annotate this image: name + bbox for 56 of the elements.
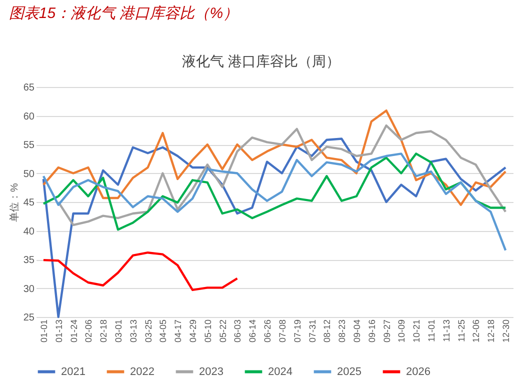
x-tick-label: 12-18 <box>486 320 496 343</box>
x-tick-label: 06-03 <box>232 320 243 343</box>
line-series <box>42 252 238 292</box>
y-tick-label: 40 <box>23 226 35 238</box>
y-tick-label: 60 <box>23 111 35 122</box>
x-tick-label: 12-30 <box>501 320 512 343</box>
x-tick-label: 01-13 <box>54 320 64 343</box>
y-tick-label: 45 <box>23 198 35 208</box>
x-tick-label: 12-06 <box>471 320 482 343</box>
x-tick-label: 03-01 <box>113 320 124 343</box>
x-tick-label: 09-27 <box>382 320 392 343</box>
x-tick-label: 01-24 <box>68 320 79 343</box>
x-tick-label: 01-01 <box>38 320 49 343</box>
x-tick-label: 11-01 <box>426 320 437 342</box>
x-tick-label: 04-17 <box>173 320 184 343</box>
x-tick-label: 03-13 <box>128 320 138 343</box>
x-tick-label: 04-29 <box>188 320 198 343</box>
chart-subtitle: 液化气 港口库容比（周） <box>182 53 340 69</box>
legend-label: 2025 <box>337 366 362 378</box>
legend-label: 2023 <box>199 366 224 378</box>
x-tick-label: 10-09 <box>396 320 407 343</box>
y-tick-label: 50 <box>23 168 35 180</box>
line-series <box>57 124 507 226</box>
y-axis-title: 单位：% <box>8 182 20 222</box>
y-tick-label: 55 <box>23 140 35 151</box>
legend-label: 2022 <box>130 366 154 378</box>
x-tick-label: 08-23 <box>337 320 348 343</box>
x-tick-label: 05-10 <box>202 320 213 343</box>
legend-label: 2024 <box>268 366 292 378</box>
x-tick-label: 02-18 <box>98 320 109 343</box>
x-tick-label: 07-31 <box>307 320 318 343</box>
y-tick-label: 65 <box>23 82 35 94</box>
x-tick-label: 11-25 <box>456 320 466 342</box>
x-tick-label: 04-05 <box>158 320 168 343</box>
x-tick-label: 02-06 <box>84 320 94 343</box>
x-tick-label: 09-04 <box>352 320 362 343</box>
x-tick-label: 05-22 <box>218 320 228 343</box>
x-tick-label: 07-08 <box>277 320 288 343</box>
line-series <box>42 138 507 318</box>
y-tick-label: 30 <box>23 284 35 295</box>
legend-label: 2021 <box>61 366 86 378</box>
chart-title: 图表15：液化气 港口库容比（%） <box>8 5 238 22</box>
x-tick-label: 10-21 <box>412 320 422 343</box>
line-series <box>42 152 507 252</box>
y-tick-label: 35 <box>23 255 35 266</box>
x-tick-label: 08-12 <box>322 320 332 343</box>
line-series <box>42 109 507 206</box>
y-tick-label: 25 <box>23 312 35 324</box>
x-tick-label: 11-13 <box>441 320 452 342</box>
x-tick-label: 09-16 <box>366 320 377 343</box>
x-tick-label: 03-25 <box>143 320 154 343</box>
x-tick-label: 06-14 <box>248 320 258 343</box>
line-series <box>42 152 507 231</box>
legend-label: 2026 <box>406 366 430 378</box>
x-tick-label: 06-26 <box>262 320 273 343</box>
x-tick-label: 07-19 <box>292 320 302 343</box>
